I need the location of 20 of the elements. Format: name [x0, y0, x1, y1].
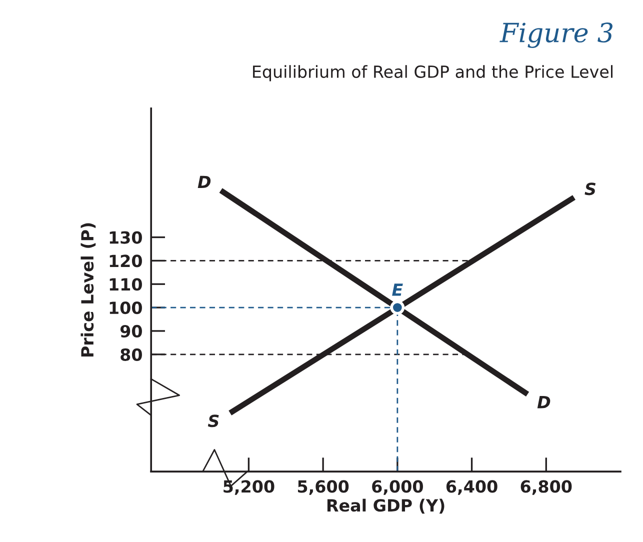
- y-tick-label: 130: [110, 231, 142, 244]
- series-label: D: [537, 396, 550, 408]
- y-tick-label: 110: [110, 278, 142, 291]
- y-axis-title: Price Level (P): [80, 223, 96, 357]
- x-tick-label: 6,800: [520, 480, 572, 495]
- text: S: [208, 414, 219, 428]
- y-tick-label: 120: [110, 254, 142, 268]
- series-label: S: [584, 182, 596, 196]
- y-tick-label: 90: [120, 324, 142, 338]
- y-tick-label: 80: [120, 348, 142, 361]
- x-tick-label: 5,200: [224, 480, 274, 495]
- x-tick-label: 6,000: [372, 480, 423, 495]
- x-axis-title: Real GDP (Y): [327, 498, 444, 514]
- chart-subtitle: Equilibrium of Real GDP and the Price Level: [253, 65, 613, 82]
- x-tick-label: 5,600: [298, 480, 349, 495]
- chart-title: Figure 3: [500, 22, 612, 48]
- y-tick-label: 100: [110, 302, 142, 314]
- text: D: [198, 176, 211, 188]
- x-tick-label: 6,400: [446, 480, 498, 495]
- series-label: E: [392, 284, 403, 296]
